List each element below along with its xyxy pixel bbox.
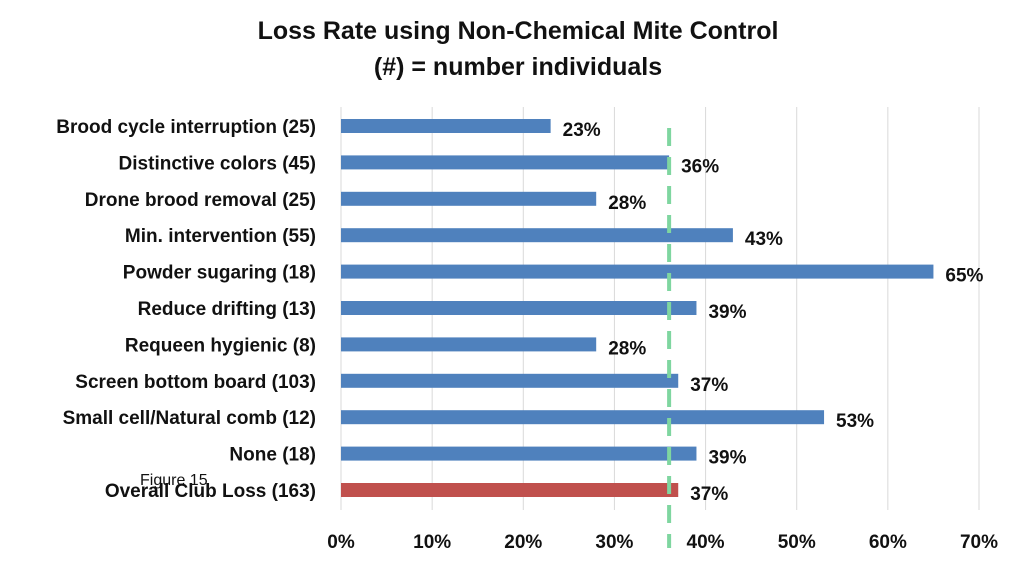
x-tick-label: 70% — [960, 532, 998, 553]
bar — [341, 301, 697, 315]
category-label: Small cell/Natural comb (12) — [63, 408, 316, 429]
bar — [341, 373, 679, 388]
chart-title: Loss Rate using Non-Chemical Mite Contro… — [258, 17, 779, 45]
value-label: 28% — [608, 193, 646, 214]
category-label: Overall Club Loss (163) — [105, 481, 316, 502]
bars — [341, 119, 934, 497]
value-label: 43% — [745, 229, 783, 250]
x-tick-label: 30% — [595, 532, 633, 553]
value-label: 39% — [708, 302, 746, 323]
x-tick-label: 20% — [504, 532, 542, 553]
category-labels: Brood cycle interruption (25) Distinctive… — [56, 117, 316, 502]
bar — [341, 446, 697, 461]
bar — [341, 337, 597, 352]
bar — [341, 119, 551, 133]
bar — [341, 410, 825, 425]
bar — [341, 228, 733, 243]
chart-subtitle: (#) = number individuals — [374, 53, 662, 81]
value-label: 39% — [708, 448, 746, 469]
value-labels: 23% 36% 28% 43% 65% 39% 28% 37% 53% 39% 37% — [563, 120, 984, 505]
category-label: Powder sugaring (18) — [123, 263, 316, 284]
category-label: None (18) — [229, 445, 316, 466]
category-label: Min. intervention (55) — [125, 226, 316, 247]
bar — [341, 155, 670, 170]
value-label: 53% — [836, 411, 874, 432]
x-tick-label: 0% — [327, 532, 355, 553]
category-label: Brood cycle interruption (25) — [56, 117, 316, 138]
bar — [341, 483, 679, 497]
category-label: Distinctive colors (45) — [119, 153, 316, 174]
value-label: 23% — [563, 120, 601, 141]
value-label: 28% — [608, 338, 646, 359]
category-label: Reduce drifting (13) — [138, 299, 316, 320]
bar — [341, 191, 597, 206]
category-label: Drone brood removal (25) — [85, 190, 316, 211]
value-label: 36% — [681, 156, 719, 177]
value-label: 37% — [690, 375, 728, 396]
figure-annotation: Figure 15 — [140, 472, 208, 489]
category-label: Screen bottom board (103) — [75, 372, 316, 393]
x-tick-label: 10% — [413, 532, 451, 553]
bar — [341, 264, 934, 279]
x-tick-label: 50% — [778, 532, 816, 553]
category-label: Requeen hygienic (8) — [125, 335, 316, 356]
x-tick-label: 40% — [687, 532, 725, 553]
value-label: 37% — [690, 484, 728, 505]
value-label: 65% — [945, 266, 983, 287]
x-tick-label: 60% — [869, 532, 907, 553]
x-tick-labels: 0% 10% 20% 30% 40% 50% 60% 70% — [327, 532, 998, 553]
